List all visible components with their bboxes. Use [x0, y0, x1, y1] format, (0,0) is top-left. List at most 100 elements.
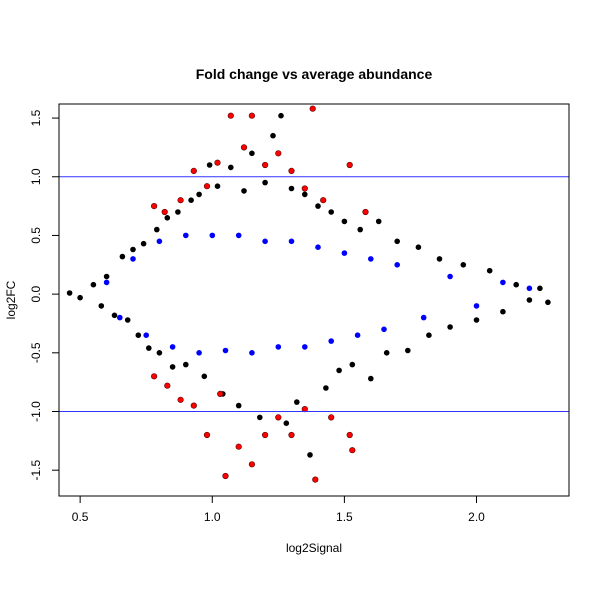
- data-point: [349, 361, 356, 368]
- data-point: [357, 226, 364, 233]
- data-point: [262, 179, 268, 186]
- data-point: [183, 232, 189, 239]
- data-point: [228, 164, 234, 171]
- data-point: [209, 232, 216, 239]
- data-point: [354, 332, 361, 339]
- y-axis: -1.5 -1.0 -0.5 0.0 0.5 1.0 1.5: [29, 109, 60, 481]
- data-point: [526, 285, 533, 292]
- data-point: [130, 256, 136, 262]
- data-point: [341, 218, 348, 225]
- y-tick-label: 1.5: [29, 109, 43, 126]
- x-tick-label: 1.5: [336, 510, 353, 524]
- data-point: [301, 185, 308, 192]
- data-point: [270, 132, 276, 139]
- data-point: [473, 303, 480, 309]
- data-point: [175, 209, 181, 215]
- data-point: [328, 209, 335, 215]
- y-tick-label: -0.5: [29, 342, 43, 363]
- data-point: [328, 338, 335, 344]
- data-point: [294, 399, 300, 405]
- data-point: [241, 188, 247, 194]
- x-axis: 0.5 1.0 1.5 2.0: [72, 495, 485, 524]
- data-point: [473, 317, 480, 323]
- data-point: [117, 314, 123, 321]
- data-point: [203, 183, 211, 190]
- data-point: [405, 347, 411, 354]
- data-point: [214, 159, 221, 166]
- data-point: [262, 431, 269, 439]
- data-point: [169, 364, 176, 370]
- data-point: [486, 267, 493, 274]
- data-point: [77, 294, 83, 301]
- data-point: [526, 297, 533, 303]
- data-point: [203, 431, 211, 439]
- chart-title: Fold change vs average abundance: [196, 66, 433, 82]
- data-point: [151, 373, 158, 380]
- data-point: [336, 367, 342, 374]
- data-point: [545, 299, 551, 306]
- data-point: [190, 402, 197, 409]
- data-point: [315, 244, 321, 250]
- data-point: [309, 105, 316, 112]
- data-point: [222, 472, 229, 480]
- data-point: [177, 396, 184, 403]
- data-point: [214, 183, 221, 189]
- data-point: [169, 344, 176, 350]
- data-point: [227, 112, 234, 119]
- data-point: [320, 197, 327, 204]
- data-point: [283, 420, 290, 427]
- data-point: [460, 262, 467, 268]
- data-point: [66, 290, 73, 296]
- data-point: [275, 150, 282, 157]
- data-point: [262, 238, 268, 245]
- data-point: [275, 414, 282, 421]
- data-point: [156, 350, 163, 356]
- data-point: [368, 375, 374, 382]
- data-point: [196, 350, 202, 356]
- data-point: [375, 218, 382, 225]
- data-point: [103, 279, 110, 286]
- data-point: [436, 256, 443, 262]
- data-point: [154, 226, 160, 233]
- data-point: [164, 382, 171, 389]
- data-point: [420, 314, 427, 321]
- data-point: [222, 347, 229, 354]
- data-point: [248, 112, 255, 119]
- data-point: [447, 324, 453, 330]
- data-point: [341, 250, 348, 256]
- data-point: [328, 414, 335, 421]
- data-point: [235, 443, 242, 450]
- data-point: [146, 345, 152, 351]
- data-point: [537, 285, 543, 292]
- y-tick-label: -1.0: [29, 401, 43, 422]
- data-point: [119, 253, 126, 260]
- plot-frame: [58, 103, 570, 497]
- data-point: [177, 197, 184, 204]
- data-point: [394, 238, 401, 245]
- y-tick-label: -1.5: [29, 460, 43, 481]
- data-point: [447, 273, 453, 280]
- data-point: [394, 262, 401, 268]
- x-axis-label: log2Signal: [286, 541, 342, 555]
- data-point: [201, 373, 208, 380]
- data-point: [257, 414, 263, 421]
- data-point: [183, 361, 189, 368]
- x-tick-label: 2.0: [468, 510, 485, 524]
- y-axis-label: log2FC: [4, 280, 18, 319]
- data-point: [235, 232, 242, 239]
- data-point: [346, 161, 353, 169]
- data-point: [275, 344, 282, 350]
- data-points: [66, 105, 551, 483]
- data-point: [111, 312, 118, 319]
- data-point: [288, 238, 295, 245]
- data-point: [302, 344, 308, 350]
- data-point: [426, 332, 432, 339]
- data-point: [151, 203, 158, 210]
- data-point: [307, 452, 313, 458]
- data-point: [349, 447, 356, 454]
- data-point: [288, 185, 295, 192]
- data-point: [312, 476, 319, 483]
- reference-lines: [59, 176, 569, 412]
- data-point: [500, 308, 506, 315]
